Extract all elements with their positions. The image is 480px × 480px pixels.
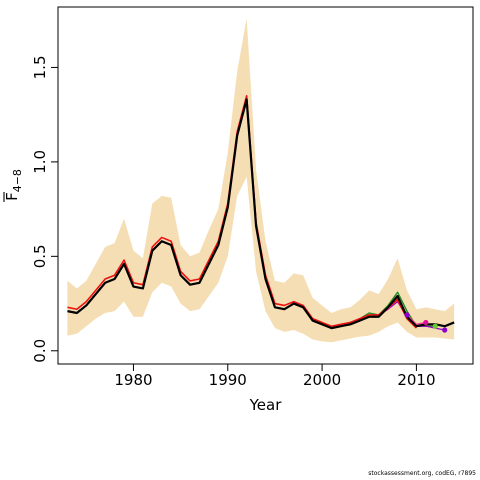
svg-text:F4−8: F4−8 xyxy=(3,169,24,201)
confidence-band xyxy=(67,18,455,343)
endpoint-dot-1 xyxy=(404,312,410,318)
x-tick-label: 1980 xyxy=(114,371,152,389)
footnote: stockassessment.org, codEG, r7895 xyxy=(368,470,476,477)
x-tick-label: 2010 xyxy=(397,371,435,389)
y-tick-label: 0.5 xyxy=(31,244,49,268)
y-axis: 0.0 0.5 1.0 1.5 xyxy=(31,56,59,363)
series-line-main xyxy=(67,98,455,330)
y-axis-label-main: F xyxy=(3,192,21,201)
confidence-band-layer xyxy=(67,18,455,343)
x-axis: 1980 1990 2000 2010 xyxy=(114,363,436,389)
y-tick-label: 1.5 xyxy=(31,56,49,80)
x-axis-label: Year xyxy=(249,396,283,414)
y-axis-label-sub: 4−8 xyxy=(11,169,24,192)
y-tick-label: 0.0 xyxy=(31,339,49,363)
x-tick-label: 1990 xyxy=(209,371,247,389)
endpoint-dots-layer xyxy=(404,312,448,333)
y-axis-label: F4−8 xyxy=(3,169,24,202)
endpoint-dot-3 xyxy=(432,323,438,329)
y-tick-label: 1.0 xyxy=(31,150,49,174)
endpoint-dot-4 xyxy=(442,327,448,333)
x-tick-label: 2000 xyxy=(303,371,341,389)
endpoint-dot-2 xyxy=(423,319,429,326)
